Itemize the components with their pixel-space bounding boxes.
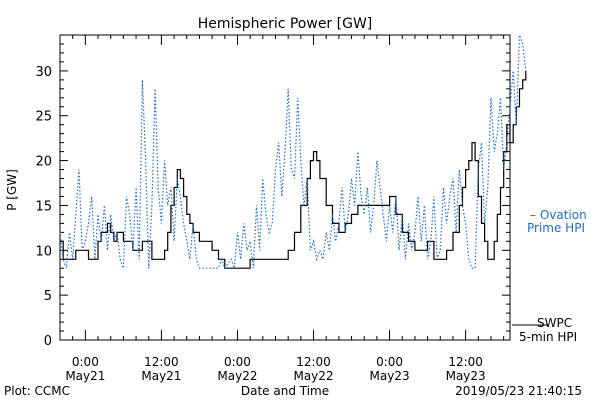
axes: 0510152025300:00May2112:00May210:00May22… bbox=[35, 34, 511, 383]
x-tick-label-date: May23 bbox=[370, 369, 410, 383]
legend-ovation-label-1: – Ovation bbox=[530, 208, 587, 222]
y-tick-label: 20 bbox=[35, 155, 52, 170]
y-tick-label: 30 bbox=[35, 65, 52, 80]
x-tick-label-date: May23 bbox=[446, 369, 486, 383]
y-tick-label: 15 bbox=[35, 199, 52, 214]
plot-frame bbox=[59, 34, 511, 341]
series-layer bbox=[59, 34, 527, 270]
plot-credit: Plot: CCMC bbox=[4, 384, 70, 398]
legend-swpc-label-2: 5-min HPI bbox=[519, 330, 577, 344]
series-line-swpc bbox=[60, 70, 527, 269]
y-axis-label: P [GW] bbox=[5, 169, 19, 211]
y-tick-label: 0 bbox=[44, 334, 52, 349]
plot-timestamp: 2019/05/23 21:40:15 bbox=[455, 384, 582, 398]
legend-swpc-label-1: SWPC bbox=[537, 316, 572, 330]
x-tick-label-date: May21 bbox=[141, 369, 181, 383]
x-tick-label-date: May22 bbox=[293, 369, 333, 383]
chart-title: Hemispheric Power [GW] bbox=[198, 16, 373, 32]
x-tick-label-time: 0:00 bbox=[376, 355, 403, 369]
x-axis-label: Date and Time bbox=[241, 384, 329, 398]
legend: – Ovation Prime HPI SWPC 5-min HPI bbox=[512, 208, 587, 344]
x-tick-label-time: 12:00 bbox=[448, 355, 483, 369]
x-tick-label-time: 0:00 bbox=[72, 355, 99, 369]
y-tick-label: 5 bbox=[44, 289, 52, 304]
legend-ovation-label-2: Prime HPI bbox=[527, 221, 585, 235]
x-tick-label-time: 12:00 bbox=[296, 355, 331, 369]
x-tick-label-time: 0:00 bbox=[224, 355, 251, 369]
x-tick-label-time: 12:00 bbox=[144, 355, 179, 369]
y-tick-label: 25 bbox=[35, 110, 52, 125]
series-line-ovation-prime bbox=[59, 34, 527, 270]
y-tick-label: 10 bbox=[35, 244, 52, 259]
x-tick-label-date: May21 bbox=[65, 369, 105, 383]
x-tick-label-date: May22 bbox=[217, 369, 257, 383]
